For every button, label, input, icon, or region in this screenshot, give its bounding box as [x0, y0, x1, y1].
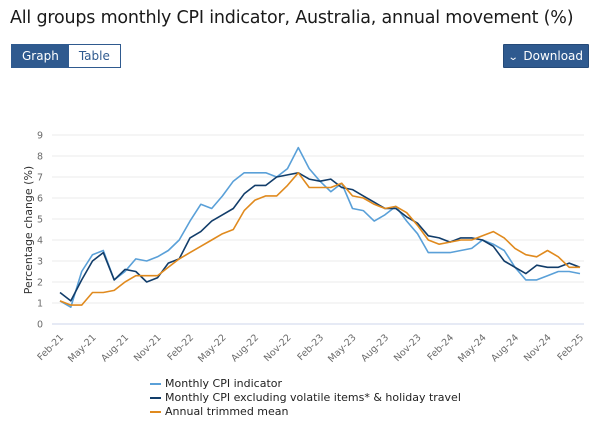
series-line-0 — [59, 146, 581, 309]
x-tick-label: May-24 — [456, 332, 489, 365]
x-tick-label: Feb-21 — [35, 332, 66, 363]
x-tick-label: Feb-24 — [425, 332, 456, 363]
legend-label: Annual trimmed mean — [165, 405, 289, 418]
y-axis-label: Percentage change (%) — [22, 166, 35, 294]
x-tick-label: Feb-22 — [165, 332, 196, 363]
x-tick-label: Nov-23 — [392, 332, 424, 364]
x-tick-label: Aug-21 — [99, 332, 131, 364]
download-label: Download — [523, 49, 584, 63]
graph-tab[interactable]: Graph — [12, 45, 69, 67]
x-tick-label: Nov-22 — [262, 332, 294, 364]
legend-swatch — [150, 411, 161, 413]
x-tick-label: Feb-23 — [295, 332, 326, 363]
legend-item-excl-volatile[interactable]: Monthly CPI excluding volatile items* & … — [150, 391, 461, 405]
x-tick-label: Aug-22 — [229, 332, 261, 364]
legend: Monthly CPI indicator Monthly CPI exclud… — [150, 377, 461, 419]
legend-swatch — [150, 383, 161, 385]
series-line-2 — [59, 172, 580, 306]
legend-label: Monthly CPI excluding volatile items* & … — [165, 391, 461, 404]
download-button[interactable]: ⌄ Download — [503, 44, 589, 68]
y-tick-label: 9 — [37, 131, 43, 142]
legend-item-trimmed-mean[interactable]: Annual trimmed mean — [150, 405, 461, 419]
legend-swatch — [150, 397, 161, 399]
x-tick-label: May-22 — [196, 332, 229, 365]
y-tick-label: 4 — [37, 236, 43, 247]
x-tick-label: Nov-24 — [522, 332, 554, 364]
legend-label: Monthly CPI indicator — [165, 377, 283, 390]
series-lines — [59, 146, 581, 309]
x-axis-ticks: Feb-21 May-21 Aug-21 Nov-21 Feb-22 May-22 Aug-… — [35, 332, 586, 365]
y-tick-label: 5 — [37, 215, 43, 226]
y-axis-ticks: 0 1 2 3 4 5 6 7 8 9 — [37, 131, 43, 331]
chevron-down-icon: ⌄ — [507, 52, 519, 63]
legend-item-monthly-cpi[interactable]: Monthly CPI indicator — [150, 377, 461, 391]
x-tick-label: May-21 — [66, 332, 99, 365]
gridlines — [52, 134, 584, 325]
y-tick-label: 2 — [37, 278, 43, 289]
x-tick-label: Feb-25 — [555, 332, 586, 363]
x-tick-label: Nov-21 — [132, 332, 164, 364]
x-tick-label: Aug-23 — [359, 332, 391, 364]
y-tick-label: 0 — [37, 320, 43, 331]
chart-title: All groups monthly CPI indicator, Austra… — [10, 8, 574, 28]
y-tick-label: 7 — [37, 173, 43, 184]
table-tab[interactable]: Table — [68, 45, 120, 67]
y-tick-label: 3 — [37, 257, 43, 268]
view-toggle: Graph Table — [11, 44, 121, 68]
y-tick-label: 6 — [37, 194, 43, 205]
y-tick-label: 1 — [37, 299, 43, 310]
x-tick-label: Aug-24 — [489, 332, 521, 364]
x-tick-label: May-23 — [326, 332, 359, 365]
series-line-1 — [59, 172, 581, 302]
y-tick-label: 8 — [37, 152, 43, 163]
